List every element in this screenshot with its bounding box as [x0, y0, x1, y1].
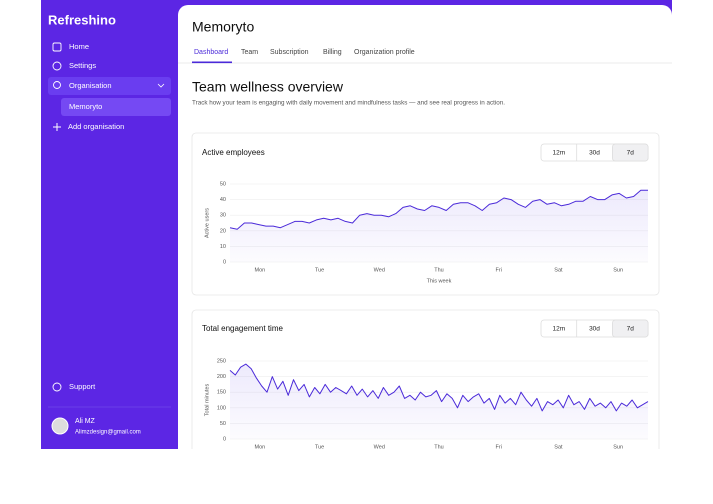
- x-tick-label: Mon: [255, 267, 266, 273]
- range-button[interactable]: 30d: [589, 326, 600, 333]
- y-tick-label: 0: [223, 259, 226, 265]
- user-email: Alimzdesign@gmail.com: [75, 430, 141, 436]
- tab[interactable]: Organization profile: [354, 49, 415, 56]
- section-title: Team wellness overview: [192, 79, 344, 95]
- nav-item[interactable]: Organisation: [69, 81, 112, 90]
- chart-title: Total engagement time: [202, 324, 283, 333]
- tab[interactable]: Subscription: [270, 49, 309, 56]
- x-tick-label: Thu: [434, 267, 443, 273]
- brand: Refreshino: [48, 12, 116, 27]
- y-tick-label: 200: [217, 374, 226, 380]
- user-name: Ali MZ: [75, 418, 96, 425]
- x-tick-label: Wed: [374, 267, 385, 273]
- tabs: Dashboard Team Subscription Billing Organiza…: [192, 49, 415, 64]
- range-button[interactable]: 30d: [589, 150, 600, 157]
- icon: [53, 81, 61, 89]
- x-tick-label: Mon: [255, 444, 266, 450]
- range-selected: [612, 143, 649, 162]
- y-tick-label: 0: [223, 436, 226, 442]
- y-axis-label: Total minutes: [204, 384, 210, 417]
- icon: [53, 123, 61, 131]
- sub-active-bg: [61, 98, 171, 116]
- avatar: [51, 417, 69, 435]
- y-tick-label: 150: [217, 390, 226, 396]
- y-tick-label: 50: [220, 181, 226, 187]
- x-tick-label: Fri: [496, 444, 502, 450]
- tab[interactable]: Billing: [323, 49, 342, 56]
- x-tick-label: Tue: [315, 267, 324, 273]
- nav-subitem[interactable]: Memoryto: [69, 102, 102, 111]
- y-tick-label: 30: [220, 213, 226, 219]
- section-description: Track how your team is engaging with dai…: [192, 100, 505, 107]
- app-window: Refreshino Home Settings Organisation Me…: [41, 0, 672, 450]
- support[interactable]: Support: [69, 382, 96, 391]
- x-tick-label: Fri: [496, 267, 502, 273]
- x-tick-label: Sat: [554, 267, 563, 273]
- chart-title: Active employees: [202, 148, 265, 157]
- tab[interactable]: Dashboard: [194, 49, 228, 56]
- icon: [52, 382, 62, 392]
- charts: Active employees 12m 30d 7d 0 10 20 30 40 50 Mon Tu…: [191, 132, 660, 450]
- area-fill: [230, 364, 648, 439]
- nav-item[interactable]: Home: [69, 42, 89, 51]
- x-tick-label: Tue: [315, 444, 324, 450]
- y-tick-label: 100: [217, 405, 226, 411]
- tab[interactable]: Team: [241, 49, 258, 56]
- x-tick-label: Sat: [554, 444, 563, 450]
- range-button[interactable]: 12m: [552, 150, 565, 157]
- range-button[interactable]: 7d: [627, 150, 635, 157]
- nav-item[interactable]: Settings: [69, 61, 96, 70]
- nav-item[interactable]: Add organisation: [68, 122, 124, 131]
- y-axis-label: Active users: [204, 208, 210, 238]
- x-axis-label: This week: [427, 278, 452, 284]
- range-selected: [612, 319, 649, 338]
- x-tick-label: Wed: [374, 444, 385, 450]
- x-tick-label: Thu: [434, 444, 443, 450]
- y-tick-label: 50: [220, 421, 226, 427]
- page-title: Memoryto: [192, 19, 254, 35]
- y-tick-label: 40: [220, 197, 226, 203]
- sidebar-nav: Home Settings Organisation Memoryto Add …: [48, 42, 171, 436]
- tab-underline: [192, 61, 232, 64]
- range-button[interactable]: 7d: [627, 326, 635, 333]
- icon: [52, 42, 62, 52]
- line: [229, 363, 649, 412]
- x-tick-label: Sun: [613, 444, 623, 450]
- chevron: [157, 83, 165, 88]
- x-tick-label: Sun: [613, 267, 623, 273]
- y-tick-label: 20: [220, 228, 226, 234]
- area-fill: [230, 190, 648, 262]
- icon: [52, 61, 62, 71]
- y-tick-label: 10: [220, 244, 226, 250]
- y-tick-label: 250: [217, 358, 226, 364]
- line: [229, 189, 648, 230]
- range-button[interactable]: 12m: [552, 326, 565, 333]
- nav-active-bg: [48, 77, 171, 95]
